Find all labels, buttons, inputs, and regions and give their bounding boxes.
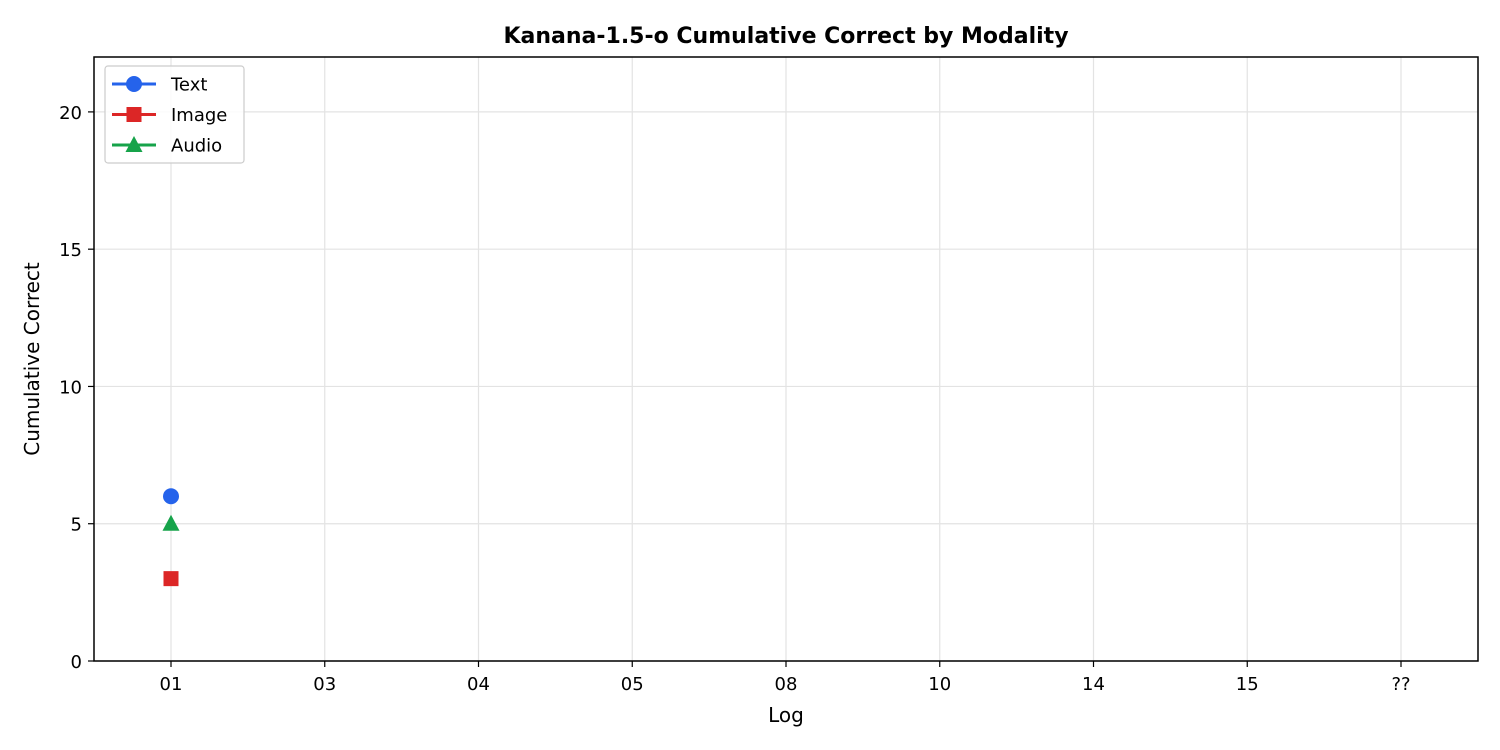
y-tick-label: 0 [71,652,82,673]
y-tick-label: 15 [59,240,82,261]
legend-marker [125,136,143,152]
legend-marker [126,107,142,122]
series-image [163,571,179,587]
y-tick-label: 10 [59,377,82,398]
legend-label: Audio [171,136,222,157]
x-tick-label: 10 [928,674,951,695]
legend-marker [126,76,142,92]
data-point [163,571,179,587]
legend-item-audio: Audio [112,136,222,157]
x-tick-label: 05 [621,674,644,695]
legend-label: Text [170,75,207,96]
x-tick-label: 01 [160,674,183,695]
x-tick-label: 08 [775,674,798,695]
data-point [163,488,179,505]
series-audio [162,514,180,531]
series-layer [162,488,180,587]
y-axis-label: Cumulative Correct [20,262,44,456]
x-tick-label: 14 [1082,674,1105,695]
legend-label: Image [171,105,227,126]
legend: Text Image Audio [104,65,245,164]
legend-item-image: Image [112,105,227,126]
y-tick-label: 5 [71,515,82,536]
series-text [163,488,179,505]
x-tick-label: 03 [313,674,336,695]
data-point [162,514,180,531]
legend-item-text: Text [112,75,207,96]
x-tick-label: 04 [467,674,490,695]
x-tick-label: 15 [1236,674,1259,695]
legend-box [104,65,245,164]
y-tick-label: 20 [59,103,82,124]
x-tick-label: ?? [1391,674,1410,695]
x-axis-label: Log [768,703,804,727]
grid [94,57,1478,662]
chart-title: Kanana-1.5-o Cumulative Correct by Modal… [503,24,1068,49]
